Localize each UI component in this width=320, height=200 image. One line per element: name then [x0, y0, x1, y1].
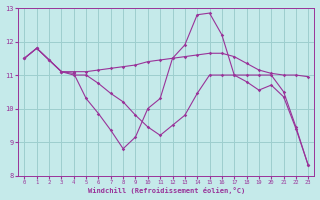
X-axis label: Windchill (Refroidissement éolien,°C): Windchill (Refroidissement éolien,°C) [88, 187, 245, 194]
